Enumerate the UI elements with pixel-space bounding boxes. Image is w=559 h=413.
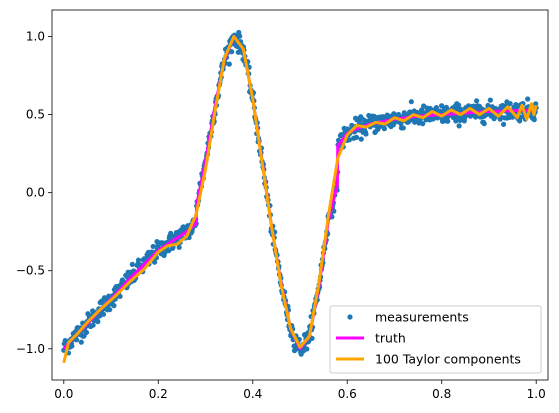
legend-label-truth: truth <box>375 331 406 346</box>
measurement-point <box>69 343 75 349</box>
x-tick-label: 0.4 <box>243 387 262 401</box>
measurement-point <box>525 96 531 102</box>
measurement-point <box>226 61 232 67</box>
measurement-point <box>107 307 113 313</box>
measurement-point <box>408 99 414 105</box>
measurement-point <box>445 118 451 124</box>
measurement-point <box>150 243 156 250</box>
y-tick-label: 1.0 <box>26 30 45 44</box>
measurement-point <box>111 303 117 309</box>
measurement-point <box>166 248 172 254</box>
x-tick-label: 0.6 <box>338 387 357 401</box>
measurement-point <box>100 311 107 317</box>
measurement-point <box>456 123 462 129</box>
legend: measurements truth 100 Taylor components <box>329 305 542 374</box>
measurement-point <box>229 49 235 55</box>
measurement-point <box>152 259 158 265</box>
measurement-point <box>533 101 539 107</box>
x-tick-label: 0.0 <box>54 387 73 401</box>
x-tick-label: 0.2 <box>149 387 168 401</box>
measurement-point <box>500 121 507 127</box>
measurement-point <box>456 102 462 108</box>
x-tick-label: 1.0 <box>527 387 546 401</box>
measurement-point <box>309 335 315 341</box>
measurement-point <box>168 230 174 236</box>
measurement-point <box>358 136 364 142</box>
measurement-point <box>531 117 537 123</box>
measurement-point <box>487 97 493 103</box>
lines-layer <box>62 35 538 364</box>
measurement-point <box>398 121 404 127</box>
measurement-point <box>95 319 101 325</box>
y-tick-label: 0.0 <box>26 186 45 200</box>
measurement-point <box>363 131 369 137</box>
measurement-point <box>353 134 360 140</box>
measurement-point <box>135 257 142 263</box>
measurement-point <box>346 137 353 143</box>
legend-label-measurements: measurements <box>375 310 469 325</box>
y-tick-label: 0.5 <box>26 108 45 122</box>
measurement-point <box>437 109 443 115</box>
measurement-point <box>304 346 310 352</box>
measurement-point <box>176 244 182 250</box>
measurement-point <box>453 118 459 124</box>
measurement-point <box>507 100 513 107</box>
measurement-point <box>481 121 487 127</box>
measurement-point <box>90 322 96 328</box>
x-tick-label: 0.8 <box>432 387 451 401</box>
legend-box <box>329 305 542 374</box>
measurement-point <box>474 98 480 104</box>
ticks-layer: 0.0 0.2 0.4 0.6 0.8 1.0 −1.0 −0.5 0.0 0.5 1.0 <box>16 30 546 401</box>
axes-frame <box>51 9 549 381</box>
measurement-point <box>381 126 387 132</box>
measurement-point <box>237 33 243 39</box>
measurement-point <box>78 339 84 345</box>
measurement-point <box>117 293 123 300</box>
measurement-point <box>83 329 90 336</box>
legend-marker-measurements <box>347 314 353 320</box>
measurement-point <box>73 337 80 343</box>
y-tick-label: −0.5 <box>16 264 45 278</box>
measurement-point <box>400 125 406 131</box>
truth-line <box>62 35 537 351</box>
taylor-line <box>62 35 538 364</box>
measurement-point <box>420 121 426 127</box>
measurement-point <box>129 261 135 268</box>
legend-label-taylor: 100 Taylor components <box>375 352 521 367</box>
y-tick-label: −1.0 <box>16 342 45 356</box>
